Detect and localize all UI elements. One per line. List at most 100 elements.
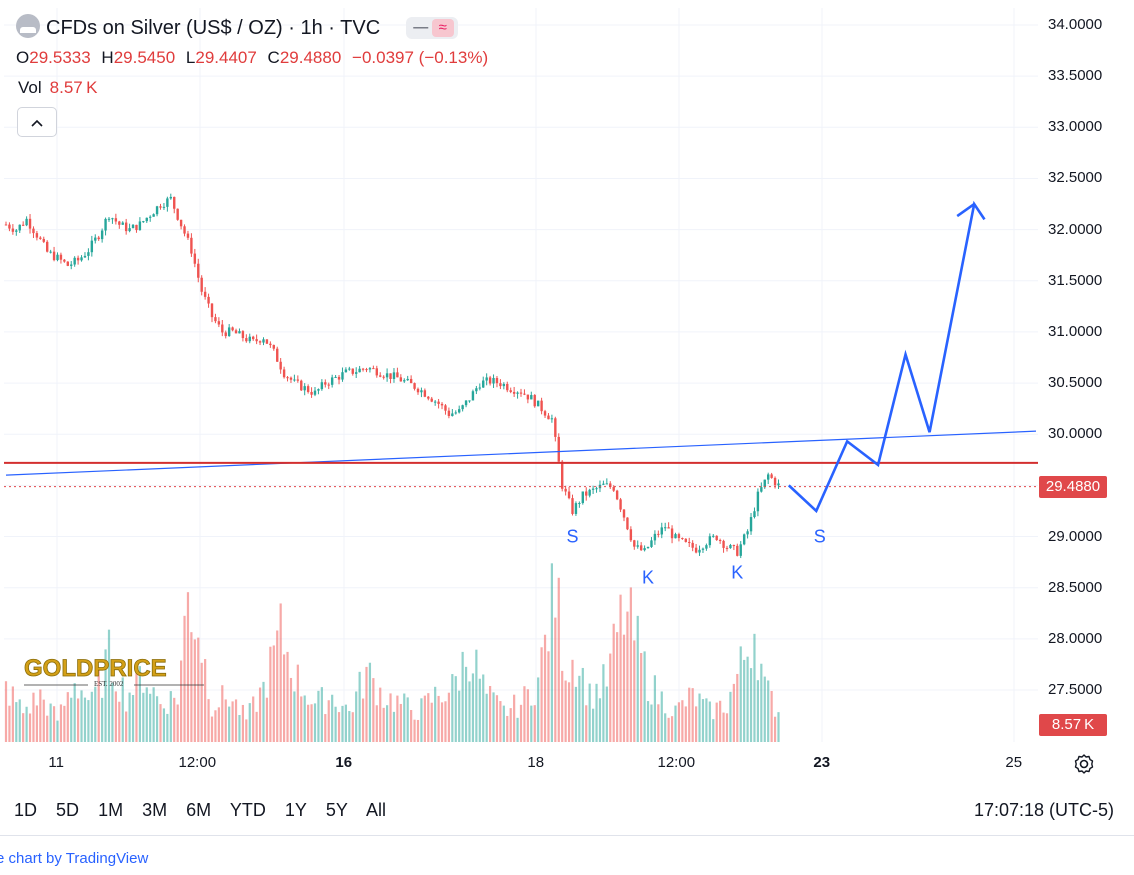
- candle-body: [581, 491, 584, 504]
- range-3m[interactable]: 3M: [142, 800, 168, 820]
- volume-bar: [276, 630, 279, 742]
- tradingview-credit[interactable]: e chart by TradingView: [0, 850, 149, 867]
- candle-body: [475, 388, 478, 392]
- candle-body: [585, 491, 588, 496]
- close-label: C: [267, 48, 280, 67]
- volume-bar: [605, 686, 608, 742]
- volume-bar: [413, 719, 416, 742]
- volume-bar: [77, 698, 80, 742]
- range-5y[interactable]: 5Y: [325, 800, 348, 820]
- time-tick: 16: [335, 754, 353, 771]
- candle-body: [183, 226, 186, 234]
- candle-body: [667, 527, 670, 529]
- candle-body: [533, 395, 536, 407]
- price-tick: 33.0000: [1048, 118, 1103, 136]
- candle-body: [413, 383, 416, 389]
- range-1m[interactable]: 1M: [98, 800, 124, 820]
- volume-bar: [283, 654, 286, 742]
- candle-body: [94, 237, 97, 241]
- candle-body: [561, 461, 564, 489]
- volume-bar: [358, 671, 361, 742]
- candle-body: [615, 490, 619, 500]
- candle-body: [186, 233, 190, 238]
- badge-right[interactable]: ≈: [431, 19, 454, 37]
- volume-bar: [420, 698, 423, 742]
- candle-body: [451, 413, 454, 417]
- price-tick: 27.5000: [1048, 681, 1103, 698]
- last-volume-tag: 8.57 K: [1039, 714, 1107, 736]
- price-tick: 32.0000: [1048, 220, 1103, 238]
- volume-bar: [262, 681, 265, 742]
- volume-bar: [138, 666, 141, 742]
- svg-text:GOLDPRICE: GOLDPRICE: [24, 655, 167, 682]
- volume-bar: [626, 611, 629, 742]
- volume-bar: [715, 702, 718, 742]
- volume-bar: [8, 705, 11, 742]
- volume-bar: [121, 677, 124, 742]
- candle-body: [629, 529, 633, 541]
- range-all[interactable]: All: [365, 800, 386, 820]
- volume-bar: [667, 717, 670, 742]
- candle-body: [306, 386, 310, 392]
- volume-bar: [197, 637, 200, 742]
- candle-body: [104, 218, 107, 231]
- volume-bar: [217, 707, 220, 742]
- volume-bar: [131, 695, 135, 742]
- volume-bar: [478, 678, 481, 742]
- range-1d[interactable]: 1D: [14, 800, 38, 820]
- candle-body: [111, 218, 114, 220]
- candle-body: [365, 369, 368, 371]
- volume-bar: [303, 695, 306, 742]
- candle-body: [763, 479, 766, 488]
- candle-body: [166, 198, 169, 207]
- candle-body: [664, 527, 667, 529]
- volume-bar: [245, 719, 248, 742]
- volume-bar: [25, 706, 28, 742]
- volume-bar: [471, 673, 475, 742]
- low-value: 29.4407: [195, 48, 257, 67]
- candle-body: [492, 377, 495, 384]
- collapse-legend-button[interactable]: [17, 107, 57, 137]
- volume-bar: [509, 708, 512, 742]
- candle-body: [770, 474, 773, 478]
- badge-left[interactable]: —: [413, 19, 429, 36]
- candle-body: [712, 535, 715, 537]
- volume-bar: [94, 686, 97, 742]
- candle-body: [152, 214, 155, 217]
- chart-grid: [4, 8, 1038, 742]
- volume-bar: [430, 702, 433, 742]
- volume-bar: [739, 646, 742, 742]
- range-5d[interactable]: 5D: [56, 800, 80, 820]
- settings-gear-icon[interactable]: [1072, 752, 1096, 776]
- indicator-badges[interactable]: — ≈: [405, 17, 458, 39]
- volume-bar: [210, 716, 214, 742]
- volume-bar: [492, 692, 495, 742]
- volume-bar: [550, 563, 553, 742]
- range-1y[interactable]: 1Y: [284, 800, 307, 820]
- volume-bar: [389, 693, 392, 742]
- volume-bar: [386, 705, 389, 742]
- volume-bar: [90, 691, 93, 742]
- candle-body: [488, 377, 492, 384]
- candle-body: [32, 228, 35, 234]
- candle-body: [330, 377, 334, 385]
- candle-body: [289, 377, 293, 380]
- volume-bar: [351, 712, 354, 742]
- volume-bar: [643, 651, 646, 742]
- candle-body: [574, 503, 578, 514]
- candle-body: [358, 368, 361, 373]
- range-6m[interactable]: 6M: [186, 800, 212, 820]
- timezone-clock[interactable]: 17:07:18 (UTC-5): [973, 800, 1114, 820]
- volume-bar: [372, 678, 375, 742]
- volume-bar: [743, 659, 746, 742]
- symbol-header[interactable]: CFDs on Silver (US$ / OZ) · 1h · TVC — ≈: [16, 14, 458, 40]
- volume-bar: [725, 713, 729, 742]
- range-ytd[interactable]: YTD: [229, 800, 266, 820]
- volume-bar: [423, 695, 426, 742]
- volume-bar: [166, 713, 169, 742]
- volume-bar: [272, 645, 275, 742]
- volume-bar: [39, 689, 42, 742]
- candle-body: [554, 418, 557, 437]
- candle-body: [334, 376, 337, 378]
